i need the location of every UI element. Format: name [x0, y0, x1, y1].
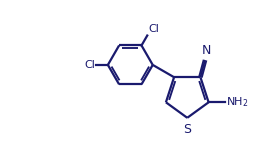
- Text: Cl: Cl: [148, 24, 159, 34]
- Text: NH$_2$: NH$_2$: [226, 95, 249, 109]
- Text: Cl: Cl: [84, 60, 95, 70]
- Text: N: N: [201, 44, 211, 57]
- Text: S: S: [183, 123, 191, 136]
